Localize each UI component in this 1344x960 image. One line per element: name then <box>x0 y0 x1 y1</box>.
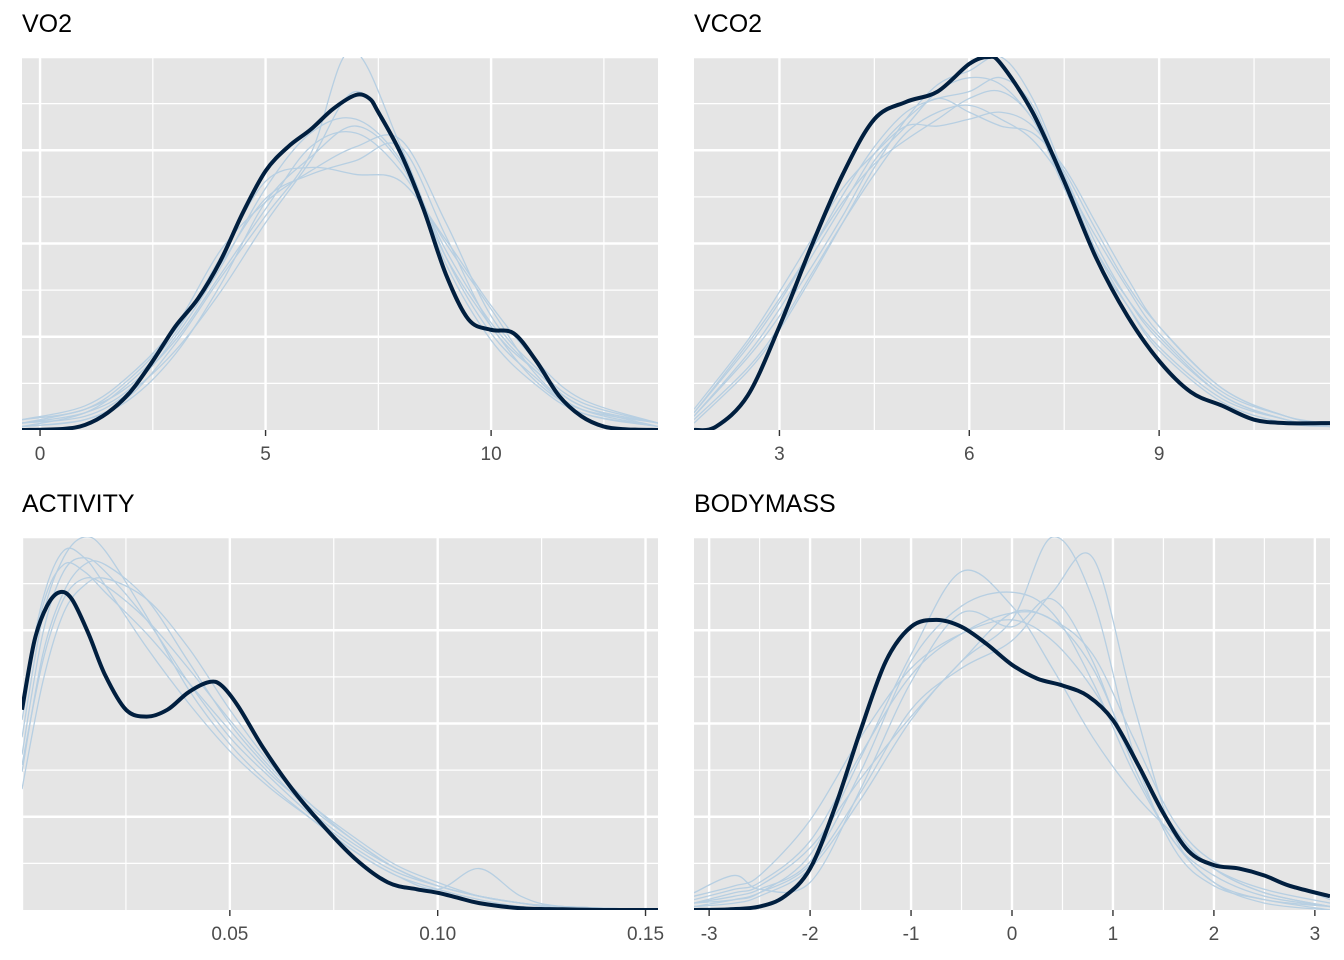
x-tick-label: 0.15 <box>627 924 664 945</box>
panel-title-activity: ACTIVITY <box>22 490 135 518</box>
x-tick-label: 2 <box>1209 924 1220 945</box>
x-tick-label: 1 <box>1108 924 1119 945</box>
observed-density-line <box>22 92 658 430</box>
x-tick-label: 0.10 <box>419 924 456 945</box>
panel-title-vco2: VCO2 <box>694 10 763 38</box>
x-tick-label: -1 <box>903 924 920 945</box>
x-tick-label: 3 <box>1310 924 1321 945</box>
replicate-density-line-7 <box>22 576 658 910</box>
replicate-density-line-1 <box>22 537 658 910</box>
x-tick-label: -2 <box>802 924 819 945</box>
x-tick-label: -3 <box>701 924 718 945</box>
x-tick-label: 10 <box>481 444 502 465</box>
replicate-density-line-7 <box>22 125 658 428</box>
observed-density-line <box>694 617 1330 910</box>
observed-density-line <box>694 57 1330 430</box>
x-tick-label: 0.05 <box>211 924 248 945</box>
replicate-density-line-5 <box>694 569 1330 904</box>
replicate-density-line-7 <box>694 619 1330 908</box>
x-tick-label: 5 <box>260 444 271 465</box>
x-tick-label: 0 <box>1007 924 1018 945</box>
panel-vo2: 0 5 10 <box>22 55 658 465</box>
panel-vco2: 3 6 9 <box>694 55 1330 465</box>
x-tick-label: 0 <box>35 444 46 465</box>
x-tick-label: 3 <box>774 444 785 465</box>
replicate-density-line-5 <box>694 57 1330 428</box>
replicate-density-line-3 <box>694 104 1330 428</box>
replicate-density-line-3 <box>22 134 658 424</box>
panel-title-bodymass: BODYMASS <box>694 490 836 518</box>
replicate-density-line-8 <box>694 609 1330 904</box>
x-tick-label: 9 <box>1154 444 1165 465</box>
panel-bodymass: -3 -2 -1 0 1 2 3 <box>694 535 1330 945</box>
panel-title-vo2: VO2 <box>22 10 73 38</box>
panel-activity: 0.05 0.10 0.15 <box>20 535 664 945</box>
x-tick-label: 6 <box>964 444 975 465</box>
replicate-density-line-6 <box>22 131 658 428</box>
observed-density-line <box>22 589 658 910</box>
replicate-density-line-6 <box>22 547 658 910</box>
replicate-density-line-8 <box>22 142 658 424</box>
replicate-density-line-3 <box>694 537 1330 910</box>
